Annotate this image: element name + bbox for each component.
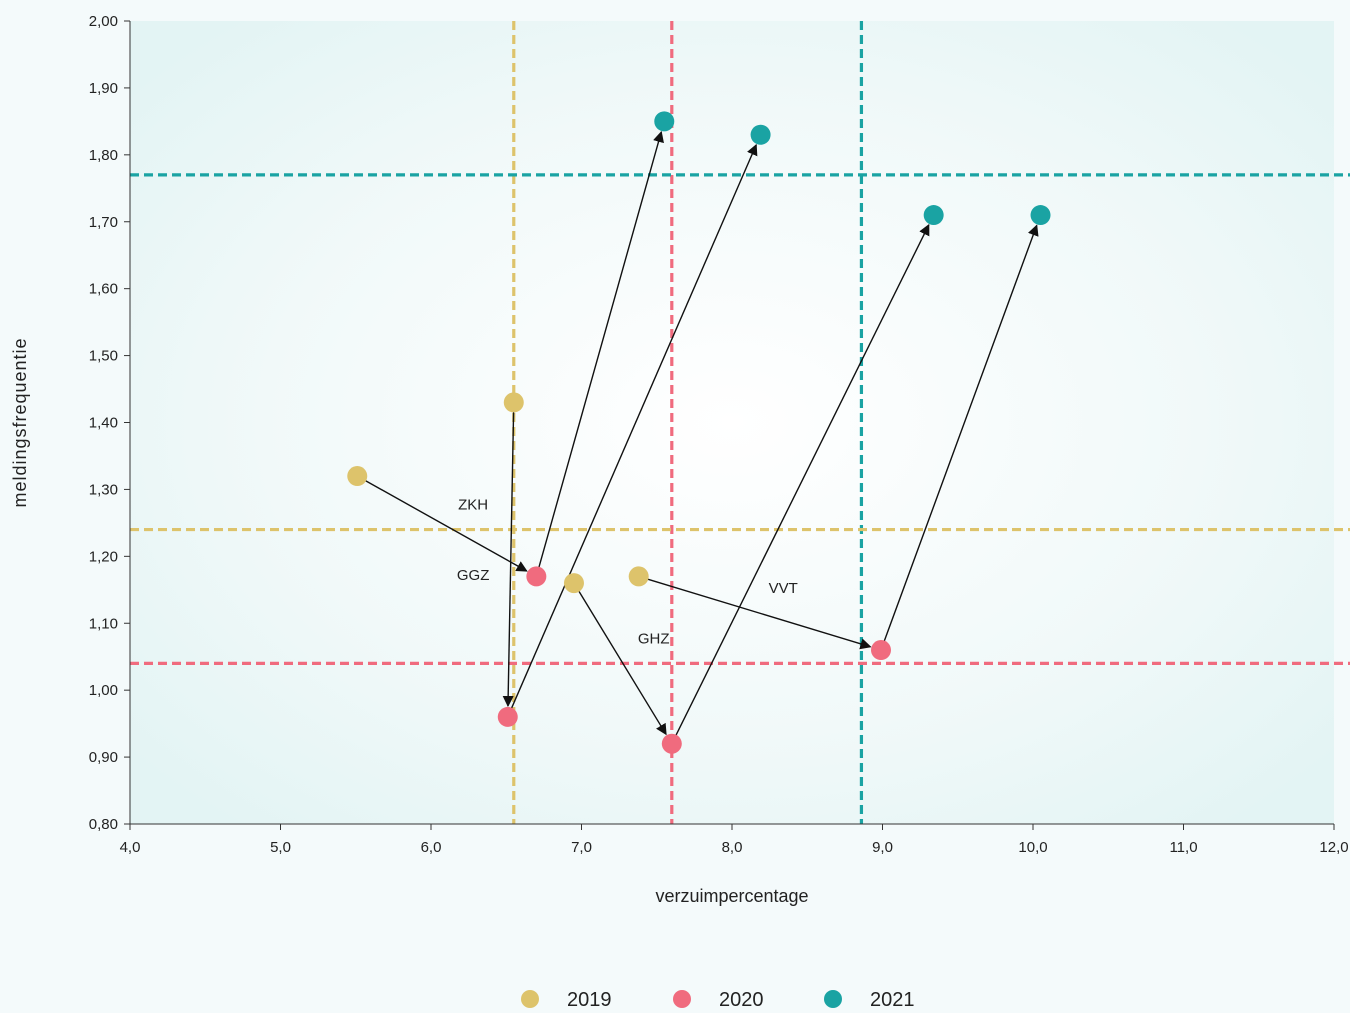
legend-marker-2021 bbox=[824, 990, 842, 1008]
arrow-zkh-2020-2021 bbox=[537, 130, 664, 571]
x-tick-label: 12,0 bbox=[1319, 839, 1348, 856]
x-tick-label: 4,0 bbox=[120, 839, 141, 856]
point-zkh-2021 bbox=[654, 111, 675, 132]
arrow-vvt-2019-2020 bbox=[644, 577, 872, 650]
legend-label-2021: 2021 bbox=[870, 989, 915, 1008]
y-tick-label: 2,00 bbox=[89, 13, 118, 30]
y-tick-label: 1,70 bbox=[89, 214, 118, 231]
point-zkh-2019 bbox=[347, 466, 368, 487]
arrow-zkh-2019-2020 bbox=[362, 478, 528, 572]
x-tick-label: 8,0 bbox=[722, 839, 743, 856]
plot-area bbox=[130, 21, 1334, 824]
y-tick-label: 1,60 bbox=[89, 281, 118, 298]
point-vvt-2020 bbox=[870, 640, 891, 661]
x-tick-label: 5,0 bbox=[270, 839, 291, 856]
arrow-ggz-2019-2020 bbox=[502, 408, 515, 708]
legend-marker-2019 bbox=[521, 990, 539, 1008]
x-tick-label: 7,0 bbox=[571, 839, 592, 856]
point-ggz-2020 bbox=[497, 706, 518, 727]
point-ghz-2021 bbox=[923, 205, 944, 226]
annotation-ggz: GGZ bbox=[457, 567, 490, 584]
point-vvt-2019 bbox=[628, 566, 649, 587]
y-tick-label: 1,10 bbox=[89, 615, 118, 632]
point-vvt-2021 bbox=[1030, 205, 1051, 226]
legend-label-2020: 2020 bbox=[719, 989, 764, 1008]
x-tick-label: 9,0 bbox=[872, 839, 893, 856]
arrow-ghz-2020-2021 bbox=[673, 223, 930, 739]
point-ghz-2019 bbox=[563, 573, 584, 594]
annotation-vvt: VVT bbox=[769, 580, 798, 597]
y-tick-label: 0,90 bbox=[89, 749, 118, 766]
y-tick-label: 1,40 bbox=[89, 415, 118, 432]
x-tick-label: 6,0 bbox=[421, 839, 442, 856]
point-ggz-2019 bbox=[503, 392, 524, 413]
y-tick-label: 1,80 bbox=[89, 147, 118, 164]
arrow-ggz-2020-2021 bbox=[509, 143, 758, 712]
y-tick-label: 0,80 bbox=[89, 816, 118, 833]
y-tick-label: 1,20 bbox=[89, 548, 118, 565]
point-zkh-2020 bbox=[526, 566, 547, 587]
point-ggz-2021 bbox=[750, 124, 771, 145]
y-axis-title: meldingsfrequentie bbox=[10, 337, 30, 507]
arrow-vvt-2020-2021 bbox=[882, 224, 1039, 645]
y-tick-label: 1,30 bbox=[89, 481, 118, 498]
point-ghz-2020 bbox=[661, 733, 682, 754]
legend-label-2019: 2019 bbox=[567, 989, 612, 1008]
x-tick-label: 11,0 bbox=[1169, 839, 1197, 856]
annotation-ghz: GHZ bbox=[638, 630, 670, 647]
legend-marker-2020 bbox=[673, 990, 691, 1008]
x-axis-title: verzuimpercentage bbox=[655, 886, 808, 906]
arrow-ghz-2019-2020 bbox=[576, 587, 667, 736]
annotation-zkh: ZKH bbox=[458, 496, 488, 513]
y-tick-label: 1,90 bbox=[89, 80, 118, 97]
y-tick-label: 1,50 bbox=[89, 348, 118, 365]
x-tick-label: 10,0 bbox=[1018, 839, 1047, 856]
y-tick-label: 1,00 bbox=[89, 682, 118, 699]
